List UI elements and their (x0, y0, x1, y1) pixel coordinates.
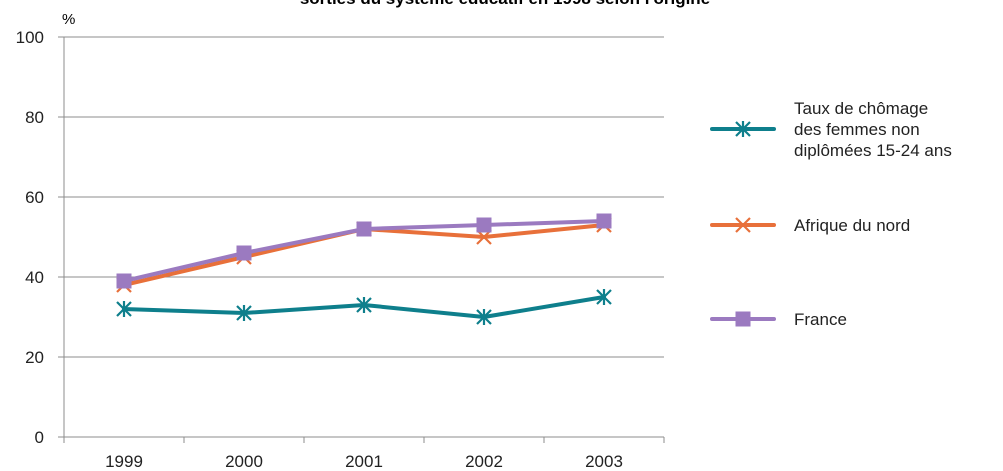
legend-label: Afrique du nord (794, 216, 910, 235)
series-2 (116, 213, 612, 289)
data-point (596, 289, 612, 305)
x-tick-label: 2001 (345, 452, 383, 471)
chart-title: sorties du système éducatif en 1998 selo… (300, 0, 710, 8)
y-tick-label: 40 (25, 268, 44, 287)
legend-swatch-marker (735, 217, 751, 233)
data-point (236, 245, 252, 261)
y-tick-label: 80 (25, 108, 44, 127)
data-point (476, 217, 492, 233)
legend-label: France (794, 310, 847, 329)
y-tick-label: 60 (25, 188, 44, 207)
y-tick-label: 0 (35, 428, 44, 447)
legend-item: Afrique du nord (710, 216, 910, 235)
series-lines (116, 213, 612, 325)
legend-label: des femmes non (794, 120, 920, 139)
legend-label: diplômées 15-24 ans (794, 141, 952, 160)
legend-swatch-marker (735, 311, 751, 327)
legend-item: France (710, 310, 847, 329)
legend-item: Taux de chômage des femmes non diplômées 1… (710, 99, 952, 160)
data-point (476, 309, 492, 325)
data-point (596, 213, 612, 229)
axes: 0 20 40 60 80 100 1999 2000 2001 2002 2003 (16, 28, 665, 471)
legend-swatch-marker (735, 121, 751, 137)
series-0 (116, 289, 612, 325)
y-tick-label: 100 (16, 28, 44, 47)
data-point (356, 297, 372, 313)
legend: Taux de chômage des femmes non diplômées 1… (710, 99, 952, 329)
data-point (236, 305, 252, 321)
x-tick-label: 1999 (105, 452, 143, 471)
x-tick-label: 2003 (585, 452, 623, 471)
data-point (116, 301, 132, 317)
data-point (116, 273, 132, 289)
y-axis-unit-label: % (62, 11, 75, 28)
y-tick-label: 20 (25, 348, 44, 367)
data-point (356, 221, 372, 237)
x-tick-label: 2000 (225, 452, 263, 471)
legend-label: Taux de chômage (794, 99, 928, 118)
x-tick-label: 2002 (465, 452, 503, 471)
